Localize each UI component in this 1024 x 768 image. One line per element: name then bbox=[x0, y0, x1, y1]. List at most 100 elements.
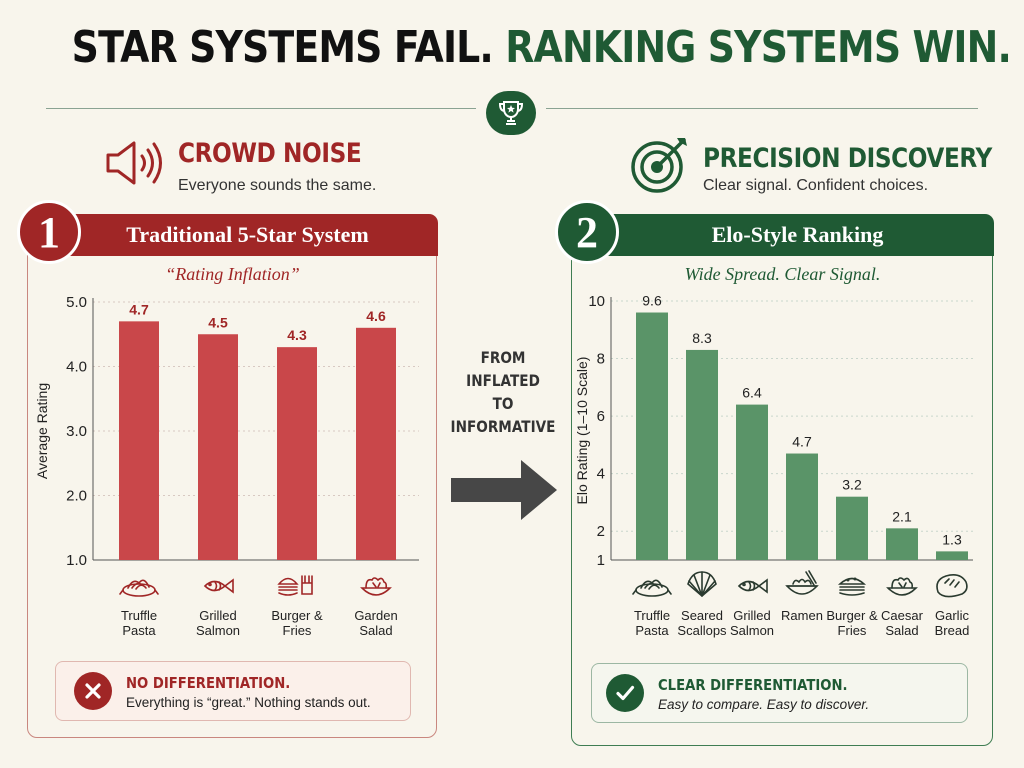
star-ytick-label: 2.0 bbox=[66, 488, 87, 505]
transition-label: FROM INFLATED TO INFORMATIVE bbox=[449, 346, 556, 438]
star-category-label: Grilled bbox=[199, 608, 237, 623]
star-ytick-label: 1.0 bbox=[66, 552, 87, 569]
megaphone-speaker-icon bbox=[104, 138, 168, 188]
pasta-icon bbox=[119, 579, 159, 597]
headline-part-1: STAR SYSTEMS FAIL. bbox=[71, 22, 494, 73]
transition-line-3: TO bbox=[492, 394, 514, 413]
star-data-label: 4.6 bbox=[366, 308, 386, 324]
star-system-panel-header: Traditional 5-Star System bbox=[27, 214, 438, 256]
star-chart-subtitle: “Rating Inflation” bbox=[165, 264, 300, 284]
transition-line-2: INFLATED bbox=[466, 371, 540, 390]
headline: STAR SYSTEMS FAIL. RANKING SYSTEMS WIN. bbox=[71, 22, 1012, 73]
star-bar bbox=[198, 334, 238, 560]
elo-bar bbox=[786, 453, 818, 560]
elo-category-label: Salmon bbox=[730, 623, 774, 638]
transition-line-1: FROM bbox=[480, 348, 526, 367]
star-ytick-label: 5.0 bbox=[66, 294, 87, 311]
elo-data-label: 2.1 bbox=[892, 508, 912, 524]
divider-right bbox=[546, 108, 978, 109]
ramen-icon bbox=[785, 570, 819, 595]
star-bar bbox=[277, 347, 317, 560]
elo-bar bbox=[836, 496, 868, 560]
no-differentiation-text: Everything is “great.” Nothing stands ou… bbox=[126, 695, 371, 710]
elo-data-label: 3.2 bbox=[842, 477, 862, 493]
check-circle-icon bbox=[606, 674, 644, 712]
panel-number-1: 1 bbox=[17, 200, 81, 264]
elo-ytick-label: 6 bbox=[597, 408, 605, 425]
no-differentiation-callout: NO DIFFERENTIATION. Everything is “great… bbox=[55, 661, 411, 721]
elo-chart-subtitle: Wide Spread. Clear Signal. bbox=[684, 264, 881, 284]
star-category-label: Salmon bbox=[196, 623, 240, 638]
burger-icon bbox=[837, 577, 867, 596]
star-category-label: Garden bbox=[354, 608, 397, 623]
elo-rating-chart: 1 2 4 6 8 10 Elo Rating (1–10 Scale) 9.6 Truffle… bbox=[574, 293, 973, 638]
pasta-icon bbox=[632, 579, 672, 597]
star-category-label: Burger & bbox=[271, 608, 323, 623]
precision-discovery-subtitle: Clear signal. Confident choices. bbox=[703, 177, 929, 194]
divider-left bbox=[46, 108, 476, 109]
elo-category-label: Grilled bbox=[733, 608, 771, 623]
clear-differentiation-text: Easy to compare. Easy to discover. bbox=[658, 697, 870, 712]
elo-bar bbox=[736, 404, 768, 560]
transition-line-4: INFORMATIVE bbox=[450, 417, 556, 436]
crowd-noise-title: CROWD NOISE bbox=[178, 138, 362, 169]
headline-part-2: RANKING SYSTEMS WIN. bbox=[505, 22, 1012, 73]
elo-data-label: 1.3 bbox=[942, 531, 962, 547]
elo-data-label: 8.3 bbox=[692, 330, 712, 346]
elo-category-label: Ramen bbox=[781, 608, 823, 623]
clear-differentiation-title: CLEAR DIFFERENTIATION. bbox=[658, 676, 848, 694]
elo-category-label: Bread bbox=[935, 623, 970, 638]
elo-bar bbox=[886, 528, 918, 560]
target-arrow-icon bbox=[630, 134, 692, 194]
star-bar bbox=[119, 321, 159, 560]
burger-fries-icon bbox=[277, 575, 313, 596]
bread-icon bbox=[936, 574, 968, 598]
star-category-label: Fries bbox=[283, 623, 312, 638]
elo-ytick-label: 4 bbox=[597, 466, 605, 483]
star-category-label: Salad bbox=[359, 623, 392, 638]
elo-data-label: 4.7 bbox=[792, 434, 812, 450]
elo-data-label: 9.6 bbox=[642, 293, 662, 309]
star-ylabel: Average Rating bbox=[34, 383, 50, 479]
elo-category-label: Burger & bbox=[826, 608, 878, 623]
salad-icon bbox=[886, 577, 918, 596]
elo-category-label: Salad bbox=[885, 623, 918, 638]
arrow-right-icon bbox=[449, 458, 559, 522]
elo-ytick-label: 10 bbox=[588, 293, 605, 310]
star-data-label: 4.7 bbox=[129, 301, 149, 317]
clear-differentiation-callout: CLEAR DIFFERENTIATION. Easy to compare. … bbox=[591, 663, 968, 723]
fish-icon bbox=[203, 578, 234, 594]
star-rating-chart: 1.0 2.0 3.0 4.0 5.0 Average Rating 4.7 TruffleP… bbox=[34, 294, 419, 638]
elo-category-label: Truffle bbox=[634, 608, 670, 623]
elo-bar bbox=[636, 312, 668, 560]
trophy-icon bbox=[486, 91, 536, 135]
elo-ylabel: Elo Rating (1–10 Scale) bbox=[574, 357, 590, 505]
star-bar bbox=[356, 327, 396, 560]
star-category-label: Truffle bbox=[121, 608, 157, 623]
scallop-icon bbox=[687, 571, 717, 598]
elo-category-label: Caesar bbox=[881, 608, 924, 623]
no-differentiation-title: NO DIFFERENTIATION. bbox=[126, 674, 291, 692]
salad-icon bbox=[360, 577, 392, 596]
elo-category-label: Fries bbox=[838, 623, 867, 638]
elo-category-label: Scallops bbox=[677, 623, 727, 638]
star-data-label: 4.5 bbox=[208, 314, 228, 330]
elo-ytick-label: 1 bbox=[597, 552, 605, 569]
elo-ranking-panel-header: Elo-Style Ranking bbox=[571, 214, 994, 256]
x-circle-icon bbox=[74, 672, 112, 710]
star-ytick-label: 4.0 bbox=[66, 359, 87, 376]
precision-discovery-title: PRECISION DISCOVERY bbox=[703, 143, 992, 174]
elo-ytick-label: 8 bbox=[597, 351, 605, 368]
star-ytick-label: 3.0 bbox=[66, 423, 87, 440]
elo-bar bbox=[686, 349, 718, 560]
crowd-noise-subtitle: Everyone sounds the same. bbox=[178, 177, 377, 194]
elo-category-label: Garlic bbox=[935, 608, 969, 623]
panel-number-2: 2 bbox=[555, 200, 619, 264]
elo-bar bbox=[936, 551, 968, 560]
fish-icon bbox=[737, 578, 768, 594]
elo-data-label: 6.4 bbox=[742, 385, 762, 401]
elo-ytick-label: 2 bbox=[597, 523, 605, 540]
elo-category-label: Seared bbox=[681, 608, 723, 623]
elo-category-label: Pasta bbox=[635, 623, 669, 638]
star-data-label: 4.3 bbox=[287, 327, 307, 343]
